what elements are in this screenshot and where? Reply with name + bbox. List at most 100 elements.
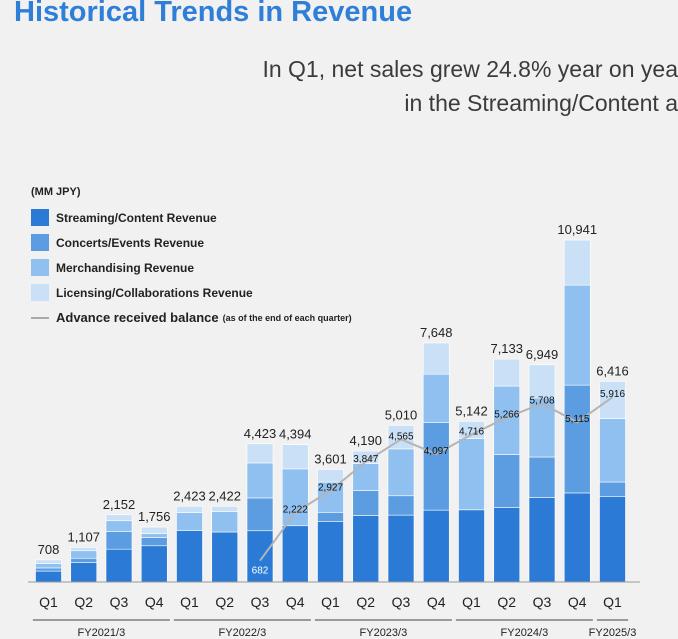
bar-segment-1-8 bbox=[281, 525, 309, 583]
chart-unit-label: (MM JPY) bbox=[31, 186, 81, 198]
bar-total-label-12: 7,648 bbox=[420, 325, 453, 340]
x-tick-label-12: Q4 bbox=[427, 594, 446, 610]
advance-balance-label-1: 682 bbox=[252, 566, 269, 577]
bar-segment-1-15 bbox=[528, 497, 556, 583]
x-tick-label-14: Q2 bbox=[497, 594, 516, 610]
bar-segment-3-6 bbox=[211, 511, 239, 533]
bar-segment-3-10 bbox=[352, 463, 380, 491]
bar-segment-1-10 bbox=[352, 515, 380, 583]
bar-segment-3-2 bbox=[70, 550, 98, 559]
bar-total-label-14: 7,133 bbox=[490, 341, 523, 356]
bar-total-label-13: 5,142 bbox=[455, 403, 488, 418]
bar-segment-4-4 bbox=[140, 526, 168, 534]
bar-segment-3-17 bbox=[599, 418, 626, 483]
x-tick-label-5: Q1 bbox=[180, 594, 199, 610]
x-tick-label-4: Q4 bbox=[145, 594, 164, 610]
advance-balance-label-5: 4,565 bbox=[388, 431, 413, 442]
fy-label-1: FY2021/3 bbox=[78, 627, 126, 639]
bar-total-label-5: 2,423 bbox=[173, 488, 206, 503]
advance-balance-label-7: 4,716 bbox=[459, 427, 484, 438]
advance-balance-label-9: 5,708 bbox=[529, 396, 554, 407]
subtitle-line-1: In Q1, net sales grew 24.8% year on yea bbox=[262, 56, 678, 82]
bar-segment-3-9 bbox=[317, 481, 344, 513]
bar-total-label-17: 6,416 bbox=[596, 364, 629, 379]
bar-segment-2-1 bbox=[35, 567, 62, 572]
bar-total-label-4: 1,756 bbox=[138, 509, 171, 524]
bar-segment-2-12 bbox=[422, 422, 450, 511]
bar-segment-1-13 bbox=[458, 509, 485, 583]
bar-segment-2-2 bbox=[70, 557, 98, 563]
bar-segment-1-17 bbox=[599, 496, 626, 583]
legend-item-licensing: Licensing/Collaborations Revenue bbox=[31, 280, 352, 305]
bar-segment-1-5 bbox=[176, 530, 203, 583]
advance-balance-label-8: 5,266 bbox=[494, 409, 519, 420]
legend-line-advance-balance bbox=[31, 316, 49, 319]
bar-segment-3-3 bbox=[105, 520, 133, 532]
legend-item-streaming: Streaming/Content Revenue bbox=[31, 205, 352, 230]
x-tick-label-8: Q4 bbox=[286, 594, 305, 610]
legend-label-licensing: Licensing/Collaborations Revenue bbox=[56, 285, 253, 300]
legend-label-advance-balance: Advance received balance bbox=[56, 310, 219, 325]
bar-segment-4-12 bbox=[422, 342, 450, 375]
x-tick-label-7: Q3 bbox=[251, 594, 270, 610]
bar-segment-3-16 bbox=[563, 284, 591, 386]
bar-segment-4-14 bbox=[493, 358, 521, 387]
bar-segment-4-5 bbox=[176, 505, 203, 513]
bar-segment-4-3 bbox=[105, 514, 133, 522]
bar-total-label-7: 4,423 bbox=[244, 426, 277, 441]
x-tick-label-3: Q3 bbox=[110, 594, 129, 610]
advance-balance-label-10: 5,115 bbox=[565, 414, 590, 425]
subtitle-line-2: in the Streaming/Content a bbox=[404, 90, 678, 116]
bar-segment-3-12 bbox=[422, 373, 450, 423]
bar-total-label-9: 3,601 bbox=[314, 451, 347, 466]
x-tick-label-17: Q1 bbox=[603, 594, 622, 610]
bar-total-label-11: 5,010 bbox=[385, 407, 418, 422]
bar-segment-1-2 bbox=[70, 562, 98, 583]
bar-total-label-16: 10,941 bbox=[557, 222, 597, 237]
bar-total-label-15: 6,949 bbox=[526, 347, 559, 362]
page-title: Historical Trends in Revenue bbox=[14, 0, 413, 28]
bar-segment-2-9 bbox=[317, 512, 344, 522]
fy-label-5: FY2025/3 bbox=[589, 627, 637, 639]
bar-segment-2-16 bbox=[563, 384, 591, 494]
bar-segment-1-11 bbox=[387, 514, 415, 583]
x-tick-label-15: Q3 bbox=[533, 594, 552, 610]
bar-total-label-6: 2,422 bbox=[208, 488, 241, 503]
x-tick-label-2: Q2 bbox=[74, 594, 93, 610]
bar-segment-3-5 bbox=[176, 512, 203, 531]
bar-segment-2-7 bbox=[246, 497, 274, 532]
advance-balance-label-3: 2,927 bbox=[318, 483, 343, 494]
bar-total-label-1: 708 bbox=[38, 542, 60, 557]
bar-segment-4-16 bbox=[563, 239, 591, 286]
legend-note-advance-balance: (as of the end of each quarter) bbox=[222, 312, 352, 323]
bar-segment-2-10 bbox=[352, 490, 380, 516]
legend-swatch-merchandising bbox=[31, 259, 49, 276]
bar-segment-3-7 bbox=[246, 462, 274, 499]
bar-segment-4-8 bbox=[281, 444, 309, 470]
bar-segment-4-1 bbox=[35, 559, 62, 564]
legend-item-advance-balance: Advance received balance (as of the end … bbox=[31, 305, 352, 330]
bar-segment-4-7 bbox=[246, 443, 274, 464]
x-tick-label-9: Q1 bbox=[321, 594, 340, 610]
bar-segment-2-15 bbox=[528, 456, 556, 498]
advance-balance-label-4: 3,847 bbox=[353, 454, 378, 465]
bar-total-label-8: 4,394 bbox=[279, 427, 312, 442]
bar-segment-2-11 bbox=[387, 495, 415, 516]
bar-segment-4-9 bbox=[317, 469, 344, 483]
bar-segment-3-13 bbox=[458, 438, 485, 511]
bar-segment-4-13 bbox=[458, 421, 485, 439]
bar-segment-1-3 bbox=[105, 548, 133, 583]
legend-label-streaming: Streaming/Content Revenue bbox=[56, 210, 217, 225]
bar-segment-2-4 bbox=[140, 537, 168, 547]
chart-legend: Streaming/Content Revenue Concerts/Event… bbox=[31, 205, 352, 330]
bar-segment-4-10 bbox=[352, 450, 380, 464]
bar-segment-4-2 bbox=[70, 547, 98, 552]
advance-balance-label-2: 2,222 bbox=[283, 505, 308, 516]
advance-balance-line bbox=[259, 396, 614, 562]
bar-segment-2-14 bbox=[493, 454, 521, 508]
bar-segment-3-14 bbox=[493, 385, 521, 455]
legend-label-merchandising: Merchandising Revenue bbox=[56, 260, 195, 275]
legend-item-merchandising: Merchandising Revenue bbox=[31, 255, 352, 280]
bar-segment-3-4 bbox=[140, 533, 168, 538]
bar-segment-1-4 bbox=[140, 545, 168, 583]
